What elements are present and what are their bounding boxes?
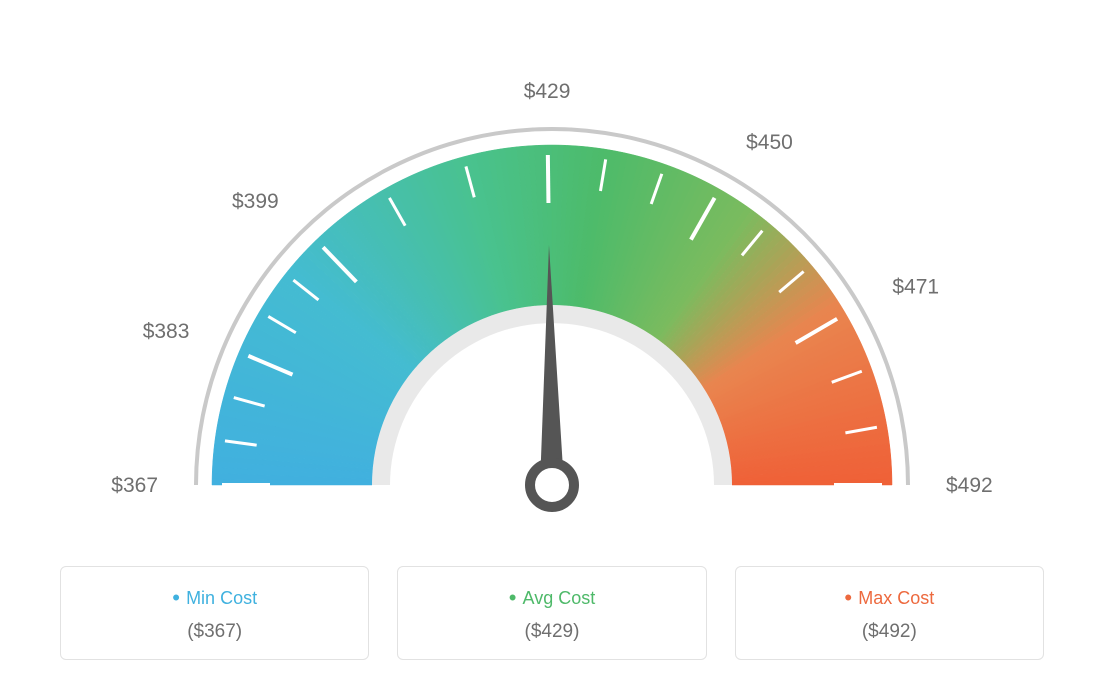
- gauge-needle-hub: [530, 463, 574, 507]
- tick-label: $383: [143, 320, 190, 343]
- legend-min-value: ($367): [73, 621, 356, 643]
- tick-label: $471: [892, 276, 939, 299]
- legend-avg-box: Avg Cost ($429): [397, 566, 706, 660]
- tick-label: $450: [746, 131, 793, 154]
- tick-label: $429: [524, 80, 571, 103]
- legend-avg-label: Avg Cost: [410, 585, 693, 611]
- legend: Min Cost ($367) Avg Cost ($429) Max Cost…: [60, 566, 1044, 660]
- legend-max-value: ($492): [748, 621, 1031, 643]
- legend-min-label: Min Cost: [73, 585, 356, 611]
- tick-label: $492: [946, 474, 993, 497]
- major-tick: [548, 155, 549, 203]
- legend-avg-value: ($429): [410, 621, 693, 643]
- legend-min-box: Min Cost ($367): [60, 566, 369, 660]
- tick-label: $399: [232, 190, 279, 213]
- gauge-chart-container: $367 $383 $399 $429 $450 $471 $492 Min Cost ($…: [0, 0, 1104, 690]
- cost-gauge: $367 $383 $399 $429 $450 $471 $492: [0, 0, 1104, 560]
- legend-max-label: Max Cost: [748, 585, 1031, 611]
- tick-label: $367: [111, 474, 158, 497]
- legend-max-box: Max Cost ($492): [735, 566, 1044, 660]
